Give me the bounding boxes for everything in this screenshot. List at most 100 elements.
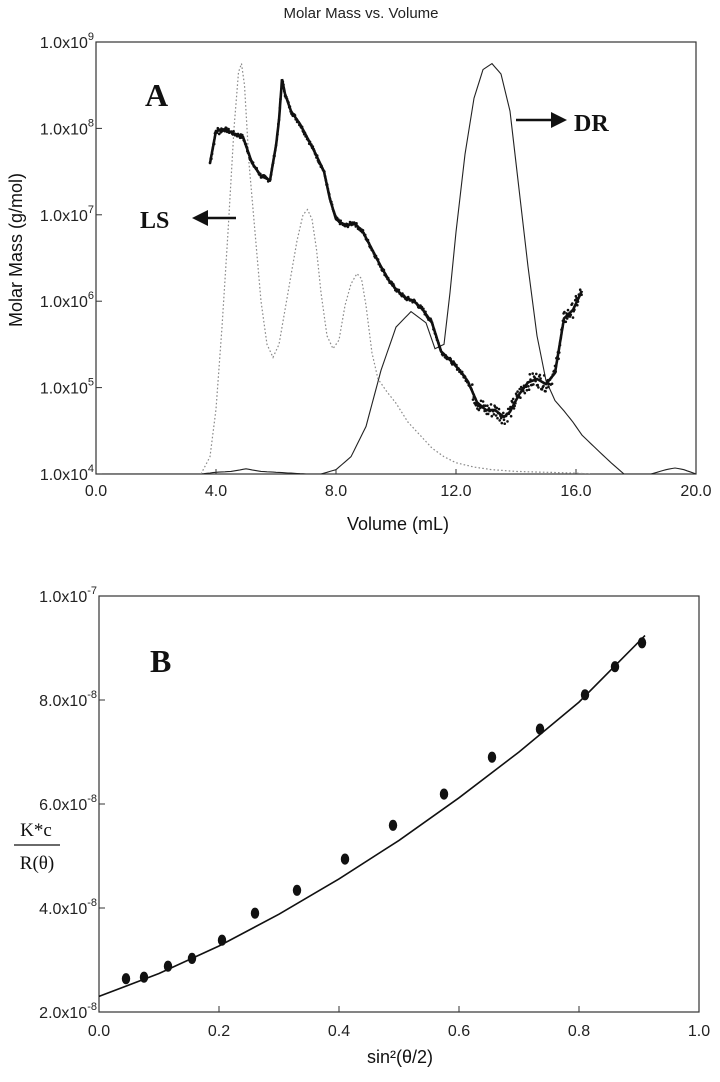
b-y-tick-label: 8.0x10-8 xyxy=(39,689,97,710)
molar-mass-point xyxy=(326,187,330,191)
molar-mass-point xyxy=(440,350,443,354)
molar-mass-point xyxy=(303,131,307,135)
molar-mass-point xyxy=(571,302,574,305)
molar-mass-point xyxy=(563,310,566,314)
data-point xyxy=(340,853,350,865)
molar-mass-point xyxy=(558,351,561,354)
molar-mass-point xyxy=(285,97,289,101)
molar-mass-point xyxy=(384,272,387,276)
molar-mass-point xyxy=(547,385,550,389)
molar-mass-point xyxy=(255,166,258,170)
molar-mass-point xyxy=(457,367,460,370)
data-point xyxy=(610,661,620,673)
data-point xyxy=(637,637,647,649)
molar-mass-point xyxy=(565,317,569,320)
molar-mass-point xyxy=(311,145,315,148)
molar-mass-point xyxy=(401,292,404,295)
molar-mass-point xyxy=(315,154,319,157)
molar-mass-point xyxy=(529,378,532,381)
molar-mass-point xyxy=(498,419,502,422)
molar-mass-point xyxy=(492,413,496,416)
molar-mass-point xyxy=(479,399,483,403)
a-y-tick-label: 1.0x108 xyxy=(40,117,94,138)
molar-mass-point xyxy=(241,133,244,137)
molar-mass-point xyxy=(420,305,424,309)
molar-mass-point xyxy=(505,412,509,416)
molar-mass-point xyxy=(533,376,537,380)
b-y-tick-label: 1.0x10-7 xyxy=(39,585,97,606)
molar-mass-point xyxy=(496,412,500,415)
molar-mass-point xyxy=(215,131,219,134)
molar-mass-point xyxy=(279,97,282,101)
molar-mass-point xyxy=(369,246,373,249)
molar-mass-point xyxy=(422,307,425,311)
data-point xyxy=(187,952,197,965)
molar-mass-point xyxy=(571,316,575,319)
molar-mass-point xyxy=(576,303,579,307)
molar-mass-point xyxy=(576,300,580,303)
molar-mass-point xyxy=(323,175,327,178)
data-point xyxy=(121,973,131,985)
molar-mass-point xyxy=(344,224,348,228)
molar-mass-point xyxy=(437,341,440,345)
chart-a-y-axis-label: Molar Mass (g/mol) xyxy=(6,173,26,327)
molar-mass-point xyxy=(528,373,532,376)
molar-mass-point xyxy=(535,372,538,376)
molar-mass-point xyxy=(259,172,262,176)
b-y-tick-label: 4.0x10-8 xyxy=(39,897,97,918)
molar-mass-point xyxy=(361,229,365,232)
molar-mass-point xyxy=(323,170,326,173)
molar-mass-point xyxy=(494,414,498,417)
series-dr-line xyxy=(96,62,696,474)
molar-mass-point xyxy=(424,310,427,314)
molar-mass-point xyxy=(500,421,504,425)
molar-mass-point xyxy=(277,122,280,126)
molar-mass-point xyxy=(574,294,578,298)
molar-mass-point xyxy=(435,336,438,339)
a-y-tick-label: 1.0x107 xyxy=(40,204,94,225)
a-y-tick-label: 1.0x109 xyxy=(40,31,94,52)
molar-mass-point xyxy=(540,388,544,391)
molar-mass-point xyxy=(282,83,285,87)
molar-mass-point xyxy=(315,156,318,159)
molar-mass-point xyxy=(276,133,279,136)
molar-mass-point xyxy=(521,387,524,390)
molar-mass-point xyxy=(554,370,557,373)
molar-mass-point xyxy=(366,238,370,242)
chart-a-x-axis-label: Volume (mL) xyxy=(347,514,449,534)
data-point xyxy=(250,907,260,919)
ls-arrow-icon xyxy=(192,210,236,226)
molar-mass-point xyxy=(486,404,489,408)
b-x-tick-label: 0.8 xyxy=(568,1023,590,1040)
molar-mass-point xyxy=(430,321,434,324)
molar-mass-point xyxy=(355,224,359,228)
molar-mass-point xyxy=(379,265,383,269)
a-y-tick-label: 1.0x106 xyxy=(40,290,94,311)
molar-mass-point xyxy=(484,409,488,412)
molar-mass-point xyxy=(362,231,366,235)
molar-mass-point xyxy=(460,370,464,374)
molar-mass-point xyxy=(293,114,297,117)
molar-mass-point xyxy=(397,288,401,292)
molar-mass-point xyxy=(542,374,546,377)
a-y-tick-label: 1.0x104 xyxy=(40,463,94,484)
molar-mass-point xyxy=(372,252,376,255)
molar-mass-point xyxy=(519,396,522,400)
molar-mass-point xyxy=(471,398,475,401)
a-x-tick-label: 16.0 xyxy=(560,483,591,500)
molar-mass-point xyxy=(278,106,282,110)
molar-mass-point xyxy=(463,375,467,379)
molar-mass-point xyxy=(544,390,547,393)
molar-mass-point xyxy=(280,88,283,91)
chart-a-title: Molar Mass vs. Volume xyxy=(283,5,438,22)
molar-mass-point xyxy=(578,288,582,292)
molar-mass-point xyxy=(208,161,212,165)
molar-mass-point xyxy=(551,373,555,376)
molar-mass-point xyxy=(269,173,273,176)
molar-mass-point xyxy=(534,379,537,383)
molar-mass-point xyxy=(536,383,539,387)
molar-mass-point xyxy=(506,420,509,423)
molar-mass-point xyxy=(320,164,323,168)
molar-mass-point xyxy=(275,138,279,141)
molar-mass-point xyxy=(297,120,300,124)
